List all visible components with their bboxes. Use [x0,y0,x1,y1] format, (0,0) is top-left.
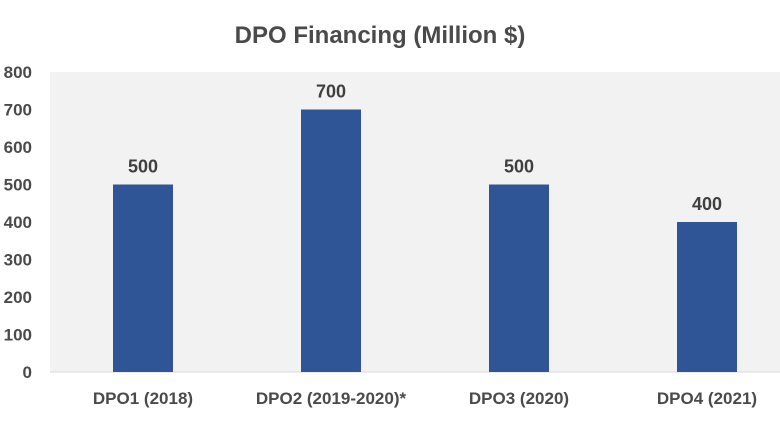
data-label-3: 500 [504,157,534,177]
bar-3 [489,184,549,372]
x-tick-label-2: DPO2 (2019-2020)* [256,389,407,408]
data-label-2: 700 [316,82,346,102]
bar-1 [113,184,173,372]
y-tick-label-500: 500 [4,176,32,195]
y-tick-label-800: 800 [4,63,32,82]
y-axis: 0 100 200 300 400 500 600 700 800 [4,63,32,382]
x-axis: DPO1 (2018) DPO2 (2019-2020)* DPO3 (2020) D… [93,389,757,408]
y-tick-label-700: 700 [4,101,32,120]
y-tick-label-300: 300 [4,251,32,270]
chart-title: DPO Financing (Million $) [234,22,526,49]
y-tick-label-600: 600 [4,138,32,157]
data-label-4: 400 [692,194,722,214]
y-tick-label-0: 0 [23,363,32,382]
x-tick-label-3: DPO3 (2020) [469,389,569,408]
x-tick-label-4: DPO4 (2021) [657,389,757,408]
data-labels: 500 700 500 400 [128,82,722,215]
y-tick-label-100: 100 [4,326,32,345]
bar-2 [301,109,361,372]
bar-4 [677,222,737,372]
x-tick-label-1: DPO1 (2018) [93,389,193,408]
y-tick-label-200: 200 [4,288,32,307]
bars [113,109,737,372]
y-tick-label-400: 400 [4,213,32,232]
data-label-1: 500 [128,157,158,177]
